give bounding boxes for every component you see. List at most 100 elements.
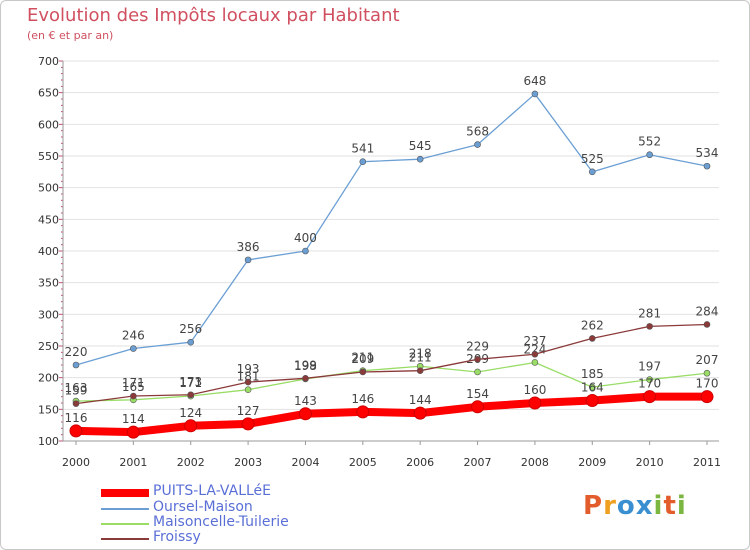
data-label-series-2: 207 [696, 353, 719, 367]
data-point-series-1 [359, 158, 367, 165]
series-line-3 [75, 323, 708, 405]
y-tick-label: 500 [38, 182, 59, 195]
data-point-series-1 [703, 162, 711, 170]
data-label-series-2: 163 [65, 381, 88, 395]
data-label-series-2: 165 [122, 380, 145, 394]
data-label-series-0: 127 [237, 404, 260, 418]
data-point-series-1 [187, 338, 195, 346]
y-tick-label: 100 [38, 435, 59, 448]
data-label-series-1: 400 [294, 231, 317, 245]
legend-swatch-series-3 [101, 538, 149, 540]
data-label-series-1: 386 [237, 240, 260, 254]
x-tick-label: 2001 [119, 456, 147, 469]
data-point-series-0 [643, 390, 657, 404]
data-label-series-1: 534 [696, 146, 719, 160]
data-point-series-0 [585, 393, 599, 407]
data-label-series-0: 160 [523, 383, 546, 397]
data-label-series-0: 114 [122, 412, 145, 426]
data-label-series-2: 181 [237, 370, 260, 384]
data-label-series-3: 209 [351, 352, 374, 366]
data-label-series-0: 146 [351, 392, 374, 406]
data-point-series-3 [531, 350, 539, 358]
y-tick-label: 550 [38, 150, 59, 163]
data-point-series-0 [413, 406, 427, 420]
legend-label-series-3: Froissy [153, 529, 201, 545]
data-label-series-3: 193 [237, 362, 260, 376]
chart-title: Evolution des Impôts locaux par Habitant [27, 5, 400, 26]
data-point-series-1 [474, 141, 481, 148]
data-point-series-3 [302, 374, 309, 382]
chart-subtitle: (en € et par an) [27, 29, 114, 42]
data-label-series-1: 648 [523, 74, 546, 88]
data-label-series-2: 218 [409, 346, 432, 360]
y-tick-label: 350 [38, 277, 59, 290]
x-tick-label: 2003 [234, 456, 262, 469]
data-label-series-1: 256 [179, 322, 202, 336]
x-tick-label: 2011 [693, 456, 721, 469]
data-point-series-0 [700, 390, 714, 404]
data-label-series-1: 525 [581, 152, 604, 166]
x-tick-label: 2004 [291, 456, 319, 469]
data-label-series-3: 281 [638, 306, 661, 320]
data-point-series-1 [244, 256, 252, 264]
x-tick-label: 2010 [636, 456, 664, 469]
data-label-series-0: 170 [638, 377, 661, 391]
data-point-series-0 [184, 419, 198, 433]
data-label-series-3: 159 [65, 384, 88, 398]
data-point-series-2 [474, 368, 481, 376]
data-label-series-1: 220 [65, 345, 88, 359]
data-point-series-1 [416, 155, 424, 163]
data-point-series-2 [646, 376, 653, 383]
data-label-series-0: 143 [294, 394, 317, 408]
data-point-series-1 [130, 345, 137, 352]
data-point-series-0 [471, 400, 485, 414]
data-point-series-3 [588, 335, 596, 342]
data-label-series-0: 144 [409, 393, 432, 407]
data-label-series-2: 198 [294, 359, 317, 373]
x-tick-label: 2008 [521, 456, 549, 469]
data-label-series-1: 545 [409, 139, 432, 153]
series-line-0 [72, 392, 711, 437]
data-point-series-3 [244, 378, 252, 386]
y-tick-label: 600 [38, 118, 59, 131]
data-point-series-3 [72, 400, 80, 407]
legend-label-series-2: Maisoncelle-Tuilerie [153, 514, 289, 530]
y-tick-label: 200 [38, 372, 59, 385]
data-point-series-3 [474, 355, 481, 363]
data-label-series-0: 116 [65, 411, 88, 425]
data-label-series-0: 170 [696, 377, 719, 391]
data-point-series-3 [187, 391, 195, 399]
data-label-series-2: 171 [179, 376, 202, 390]
data-point-series-1 [588, 168, 596, 176]
proxiti-logo: Proxiti [583, 491, 687, 521]
legend-swatch-series-2 [101, 523, 149, 525]
x-tick-label: 2006 [406, 456, 434, 469]
data-point-series-0 [528, 396, 542, 410]
y-tick-label: 150 [38, 403, 59, 416]
data-point-series-1 [72, 361, 80, 369]
data-label-series-1: 568 [466, 125, 489, 139]
data-point-series-2 [703, 369, 711, 377]
data-point-series-0 [126, 425, 140, 439]
x-tick-label: 2000 [62, 456, 90, 469]
series-line-1 [75, 93, 708, 366]
y-tick-label: 300 [38, 308, 59, 321]
data-label-series-1: 541 [351, 142, 374, 156]
data-label-series-3: 229 [466, 339, 489, 353]
legend-label-series-0: PUITS-LA-VALLéE [153, 483, 272, 499]
data-point-series-3 [416, 367, 424, 375]
x-tick-label: 2009 [578, 456, 606, 469]
data-label-series-1: 246 [122, 329, 145, 343]
data-point-series-2 [588, 383, 596, 391]
data-point-series-2 [244, 386, 252, 394]
data-point-series-3 [646, 323, 653, 330]
legend-swatch-series-0 [101, 489, 149, 497]
x-tick-label: 2005 [349, 456, 377, 469]
y-tick-label: 450 [38, 213, 59, 226]
data-label-series-3: 237 [523, 334, 546, 348]
data-label-series-0: 124 [179, 406, 202, 420]
data-point-series-1 [646, 151, 653, 159]
legend-swatch-series-1 [101, 508, 149, 510]
